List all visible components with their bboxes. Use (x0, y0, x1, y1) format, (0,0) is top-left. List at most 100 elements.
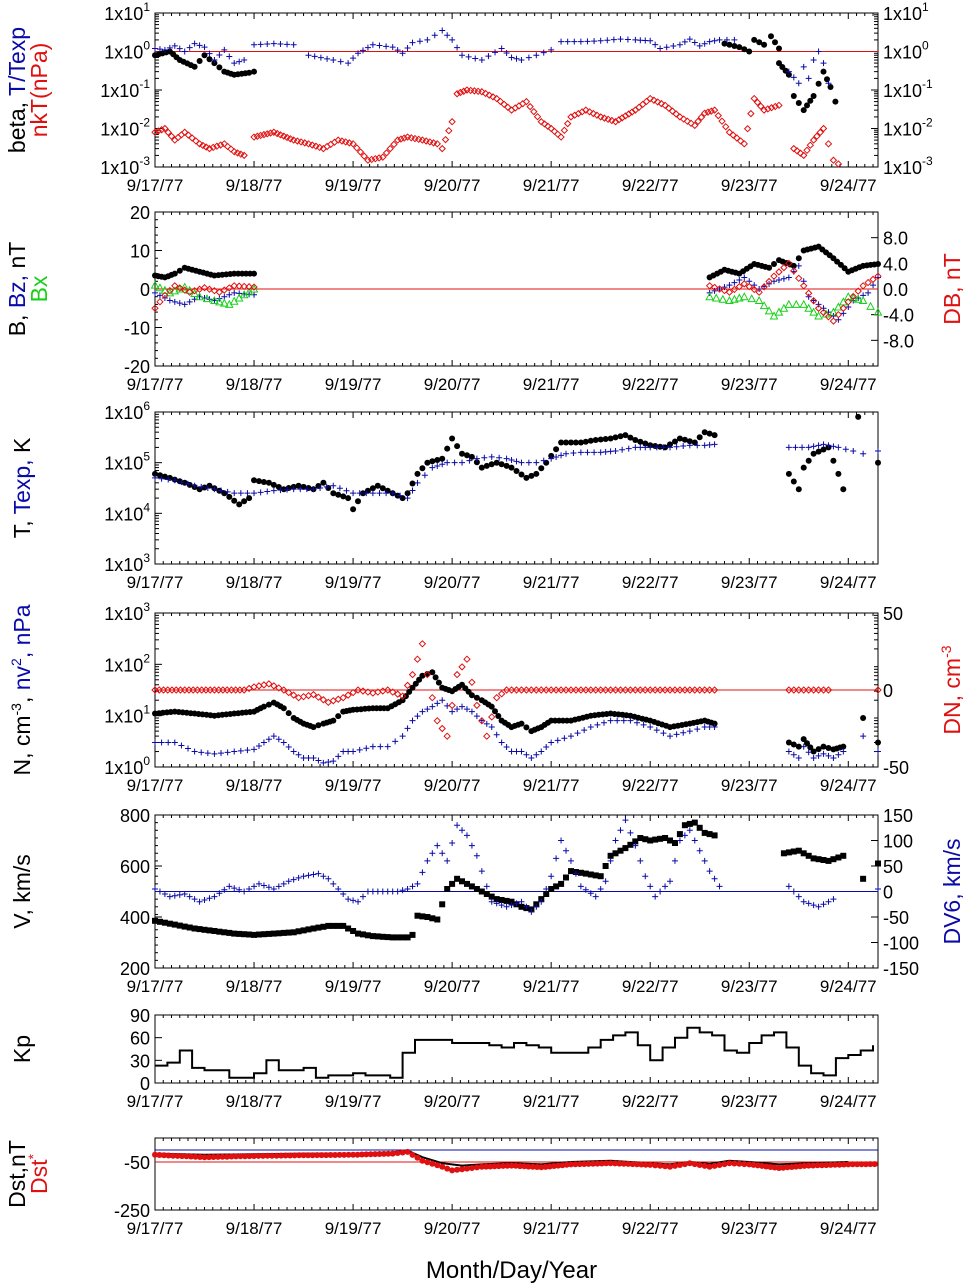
data-point (223, 142, 232, 151)
data-point (725, 288, 734, 296)
data-point (206, 1154, 212, 1161)
data-point (793, 147, 801, 155)
data-point (824, 313, 833, 321)
data-point (314, 1152, 321, 1159)
data-point (791, 299, 801, 308)
data-point (810, 754, 817, 761)
data-point (355, 498, 361, 505)
data-point (805, 444, 812, 451)
data-point (181, 891, 188, 898)
data-point (785, 259, 793, 268)
data-point (518, 459, 525, 466)
data-point (537, 118, 545, 126)
data-point (686, 686, 694, 694)
data-point (449, 708, 456, 715)
data-point (269, 1152, 275, 1159)
data-point (704, 108, 712, 116)
data-point (711, 724, 718, 731)
data-point (171, 298, 178, 305)
data-point (287, 1152, 294, 1159)
data-point (151, 128, 159, 136)
data-point (795, 274, 803, 283)
data-point (154, 127, 163, 135)
data-point (468, 1165, 475, 1171)
data-point (627, 434, 634, 441)
data-point (646, 686, 654, 694)
x-tick-label: 9/18/77 (226, 776, 283, 795)
data-point (754, 295, 764, 305)
y-tick-label: 1x10-3 (100, 154, 150, 178)
y-axis-label: Dst* (25, 1153, 52, 1194)
data-point (390, 140, 398, 149)
data-point (176, 284, 184, 292)
data-point (335, 753, 342, 760)
data-point (219, 1153, 226, 1160)
y-tick-label: 600 (120, 857, 150, 877)
data-point (747, 294, 757, 303)
data-point (805, 749, 812, 756)
data-point (668, 107, 677, 115)
data-point (607, 852, 614, 859)
data-point (716, 286, 723, 292)
data-point (397, 135, 405, 143)
x-tick-label: 9/20/77 (424, 573, 481, 592)
data-point (171, 892, 178, 899)
data-point (330, 57, 337, 64)
data-point (209, 143, 217, 152)
data-point (845, 1161, 852, 1168)
data-point (235, 282, 243, 290)
data-point (726, 41, 733, 48)
data-point (265, 701, 272, 708)
data-point (620, 717, 627, 724)
data-point (468, 678, 476, 687)
data-point (766, 264, 773, 271)
data-point (721, 40, 728, 47)
data-point (285, 929, 292, 936)
data-point (418, 640, 427, 648)
data-point (533, 903, 540, 910)
data-point (735, 293, 744, 302)
data-point (399, 50, 406, 57)
data-point (473, 886, 480, 892)
data-point (795, 262, 802, 269)
data-point (231, 885, 238, 892)
data-point (404, 490, 411, 497)
data-point (500, 1162, 507, 1169)
x-tick-label: 9/24/77 (820, 375, 877, 394)
data-point (225, 284, 233, 292)
data-point (473, 459, 480, 466)
data-point (344, 691, 352, 699)
data-point (681, 1161, 688, 1168)
data-point (178, 479, 185, 486)
data-point (597, 37, 604, 44)
data-point (211, 893, 218, 900)
data-point (829, 317, 838, 325)
data-point (701, 857, 708, 864)
data-point (657, 443, 664, 450)
data-point (517, 686, 526, 694)
data-point (364, 688, 372, 696)
data-point (815, 752, 822, 759)
data-point (587, 686, 595, 694)
data-point (394, 934, 401, 941)
data-point (439, 697, 446, 704)
data-point (439, 461, 446, 468)
data-point (835, 751, 842, 758)
data-point (711, 37, 718, 44)
data-point (416, 38, 423, 45)
data-point (205, 285, 214, 293)
data-point (563, 119, 572, 128)
series-1 (155, 1026, 874, 1079)
data-point (800, 151, 808, 160)
data-point (522, 97, 531, 106)
y-tick-label: -10 (124, 319, 150, 339)
data-point (582, 438, 589, 445)
data-point (198, 483, 205, 490)
data-point (726, 1160, 733, 1167)
data-point (295, 928, 302, 935)
data-point (666, 686, 674, 694)
data-point (835, 470, 842, 477)
data-point (424, 1159, 431, 1166)
data-point (612, 1160, 618, 1167)
data-point (473, 1164, 480, 1171)
